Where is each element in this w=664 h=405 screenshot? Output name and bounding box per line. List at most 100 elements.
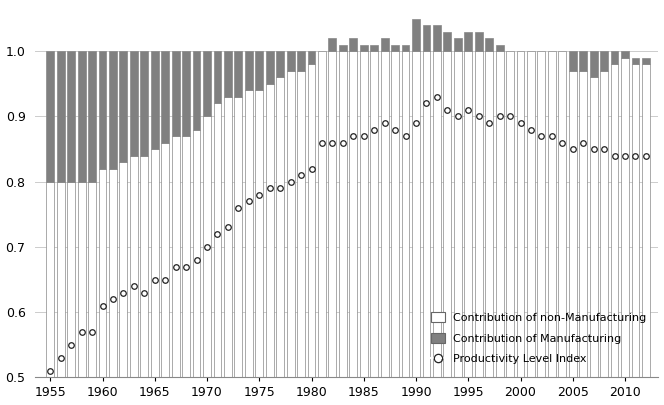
Bar [391,51,399,405]
Bar [611,51,618,64]
Bar [276,51,284,77]
Bar [402,45,410,51]
Bar [600,51,608,71]
Bar [537,51,545,405]
Bar [182,136,190,405]
Bar [193,130,201,405]
Bar [120,162,127,405]
Legend: Contribution of non-Manufacturing, Contribution of Manufacturing, Productivity L: Contribution of non-Manufacturing, Contr… [431,312,647,364]
Bar [266,51,274,84]
Bar [67,182,75,405]
Bar [590,51,598,77]
Bar [391,45,399,51]
Bar [642,64,650,405]
Bar [151,51,159,149]
Bar [98,51,106,168]
Bar [46,182,54,405]
Bar [140,51,148,156]
Bar [161,51,169,143]
Bar [380,38,388,51]
Bar [558,51,566,405]
Bar [454,51,461,405]
Bar [527,51,535,405]
Bar [360,45,368,51]
Bar [245,51,253,90]
Bar [475,32,483,51]
Bar [579,51,587,71]
Bar [234,51,242,97]
Bar [360,51,368,405]
Bar [412,19,420,51]
Bar [621,51,629,58]
Bar [517,51,525,405]
Bar [193,51,201,130]
Bar [475,51,483,405]
Bar [485,51,493,405]
Bar [444,51,452,405]
Bar [433,51,441,405]
Bar [297,51,305,71]
Bar [496,51,503,405]
Bar [464,51,472,405]
Bar [464,32,472,51]
Bar [412,51,420,405]
Bar [203,51,211,117]
Bar [579,71,587,405]
Bar [203,117,211,405]
Bar [371,45,378,51]
Bar [339,51,347,405]
Bar [631,64,639,405]
Bar [161,143,169,405]
Bar [287,51,295,71]
Bar [130,156,137,405]
Bar [214,103,221,405]
Bar [245,90,253,405]
Bar [329,51,337,405]
Bar [548,51,556,405]
Bar [57,51,64,182]
Bar [307,64,315,405]
Bar [224,51,232,97]
Bar [98,168,106,405]
Bar [433,25,441,51]
Bar [182,51,190,136]
Bar [454,38,461,51]
Bar [329,38,337,51]
Bar [422,25,430,51]
Bar [109,168,117,405]
Bar [78,51,86,182]
Bar [78,182,86,405]
Bar [46,51,54,182]
Bar [287,71,295,405]
Bar [444,32,452,51]
Bar [151,149,159,405]
Bar [120,51,127,162]
Bar [307,51,315,64]
Bar [234,97,242,405]
Bar [256,51,263,90]
Bar [600,71,608,405]
Bar [349,38,357,51]
Bar [256,90,263,405]
Bar [172,136,179,405]
Bar [485,38,493,51]
Bar [569,51,576,71]
Bar [297,71,305,405]
Bar [140,156,148,405]
Bar [642,58,650,64]
Bar [88,51,96,182]
Bar [88,182,96,405]
Bar [611,64,618,405]
Bar [371,51,378,405]
Bar [318,51,326,405]
Bar [130,51,137,156]
Bar [214,51,221,103]
Bar [67,51,75,182]
Bar [109,51,117,168]
Bar [172,51,179,136]
Bar [380,51,388,405]
Bar [422,51,430,405]
Bar [621,58,629,405]
Bar [339,45,347,51]
Bar [349,51,357,405]
